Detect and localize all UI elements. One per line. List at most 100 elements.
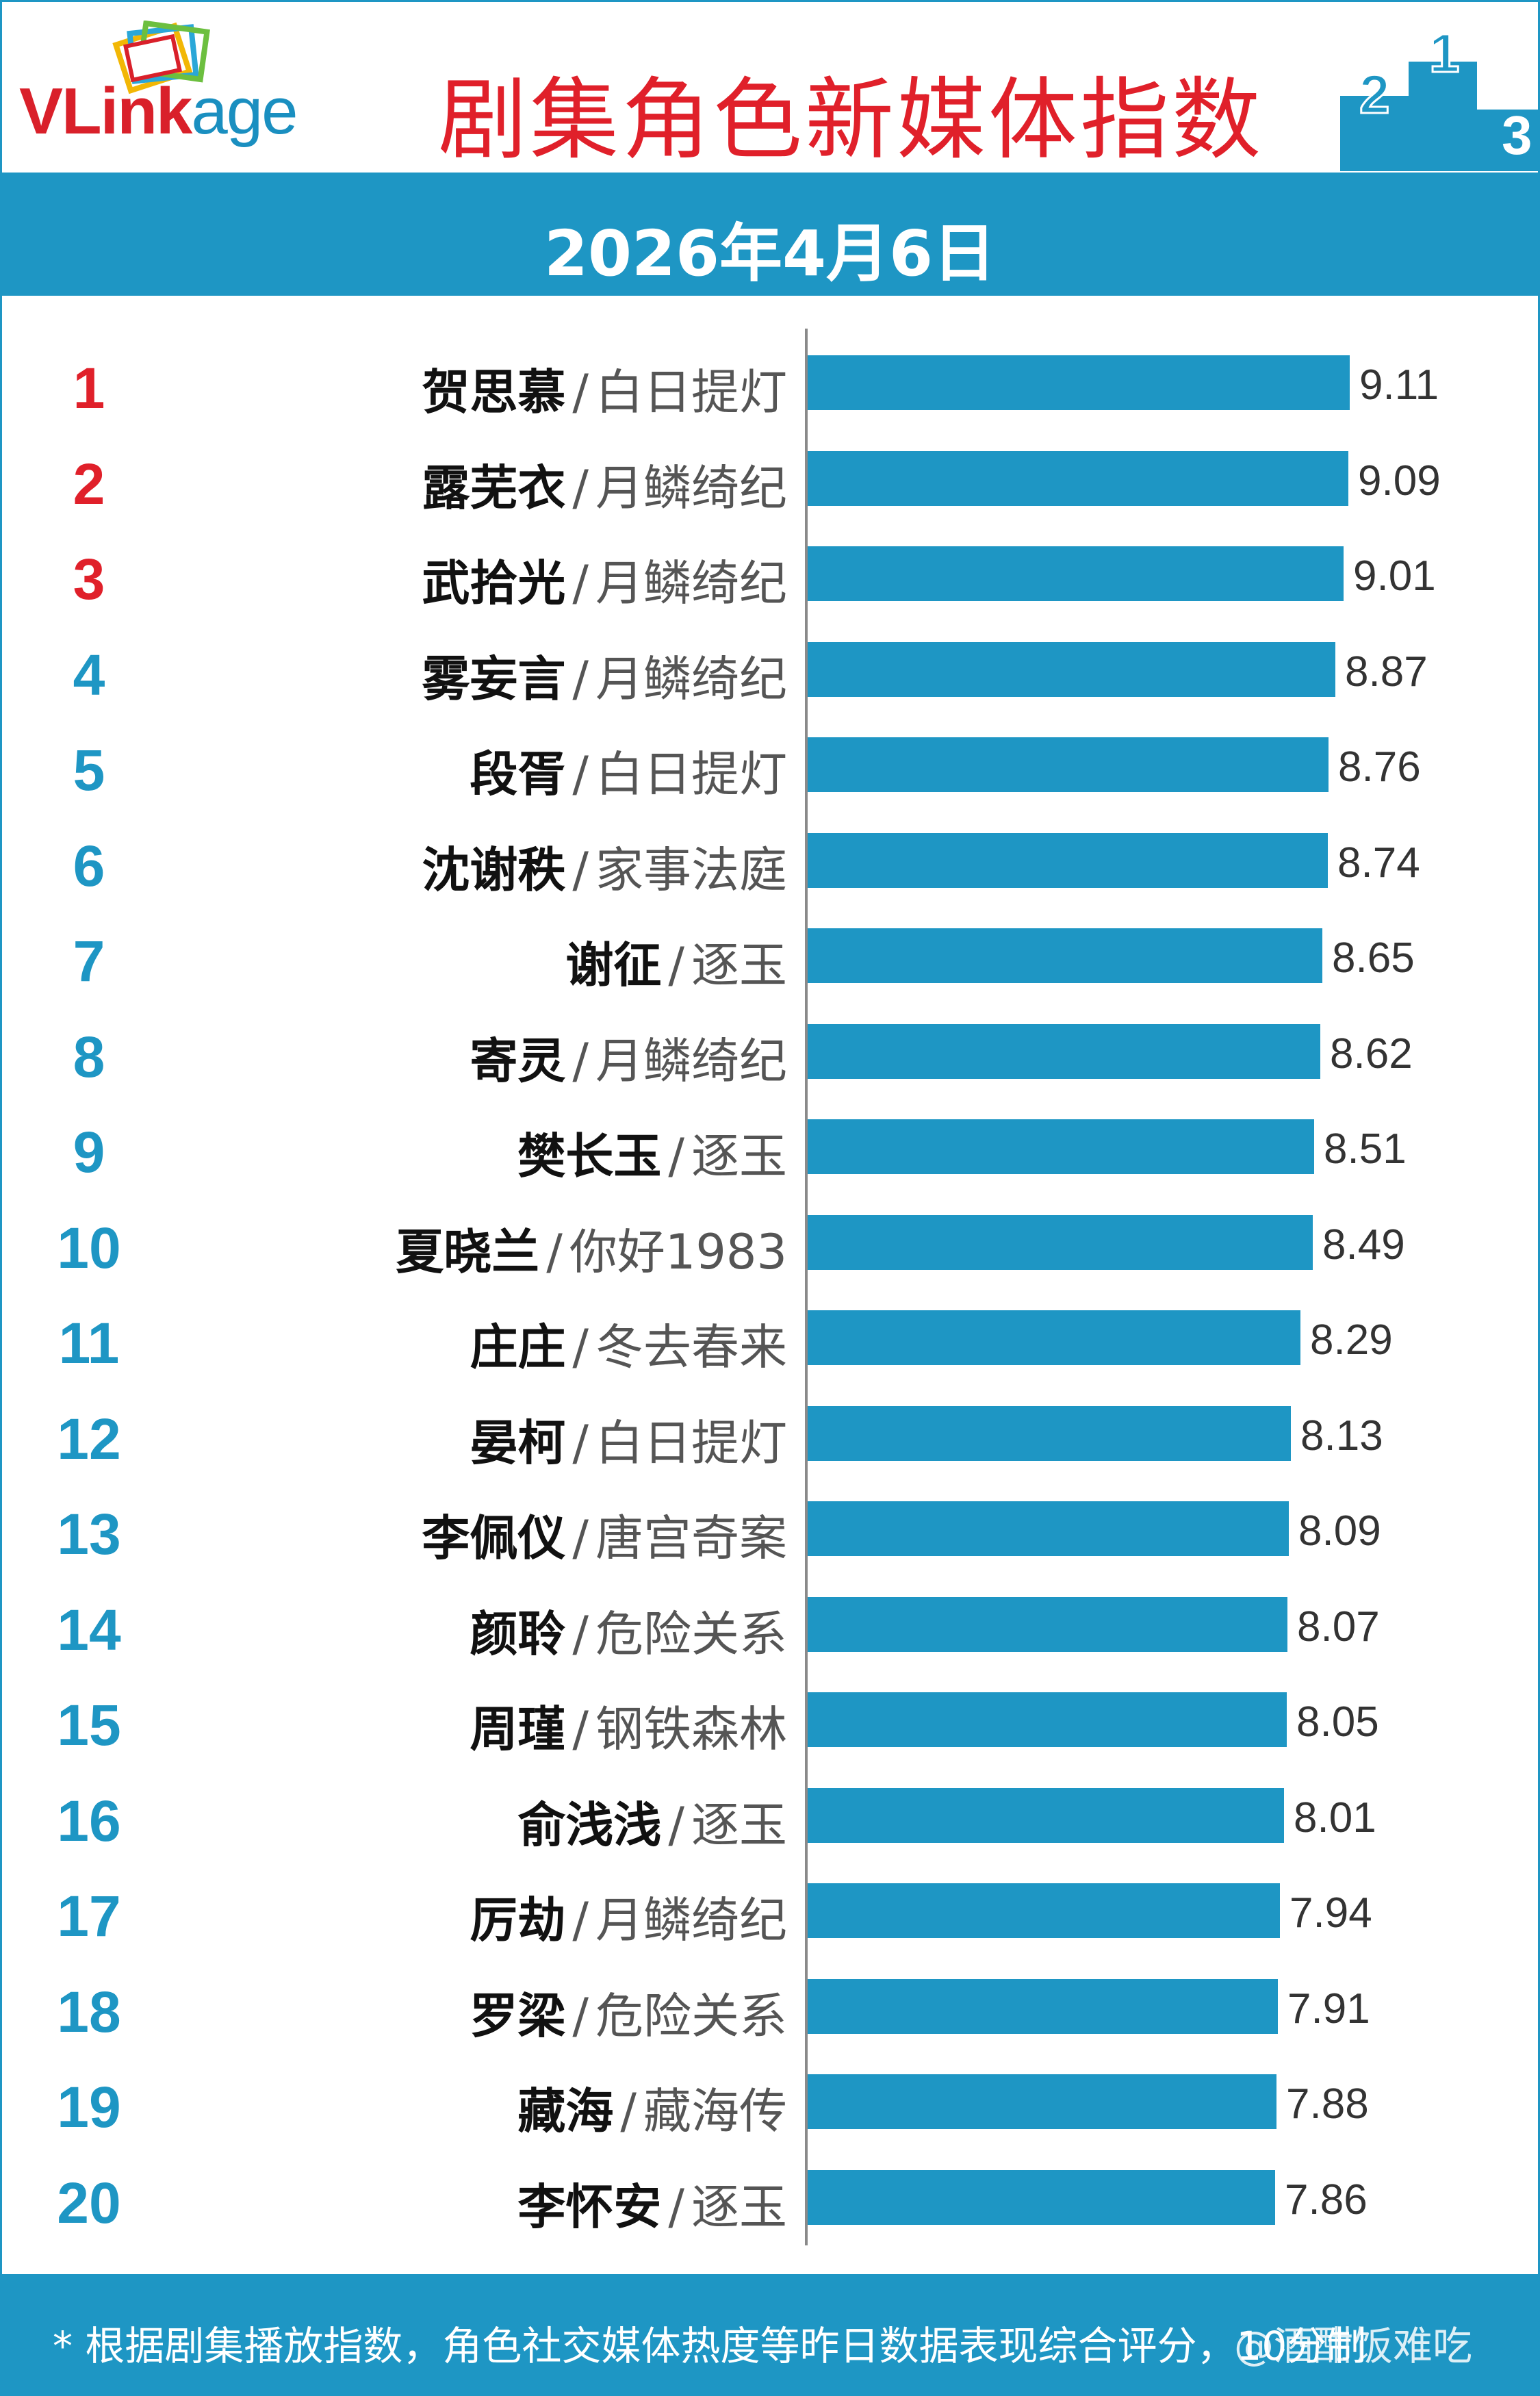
show-name: 月鳞绮纪 <box>595 1892 787 1948</box>
show-name: 月鳞绮纪 <box>595 650 787 707</box>
chart-bar <box>808 355 1350 410</box>
rank-number: 5 <box>73 738 105 802</box>
chart-row: 13 李佩仪 / 唐宫奇案 8.09 <box>0 1492 1540 1566</box>
chart-row: 2 露芜衣 / 月鳞绮纪 9.09 <box>0 442 1540 516</box>
chart-bar <box>808 1023 1320 1079</box>
row-label: 武拾光 / 月鳞绮纪 <box>422 545 787 614</box>
chart-bar <box>808 1310 1300 1365</box>
character-name: 贺思慕 <box>422 364 566 420</box>
date-label: 2026年4月6日 <box>543 217 997 290</box>
chart-bar <box>808 2169 1275 2225</box>
label-separator: / <box>668 1128 684 1184</box>
chart-bar <box>808 1978 1278 2034</box>
character-name: 李佩仪 <box>422 1510 566 1566</box>
label-separator: / <box>572 1319 589 1375</box>
rank-number: 14 <box>57 1597 121 1662</box>
character-name: 露芜衣 <box>422 459 566 516</box>
show-name: 月鳞绮纪 <box>595 555 787 611</box>
chart-row: 7 谢征 / 逐玉 8.65 <box>0 919 1540 993</box>
show-name: 钢铁森林 <box>595 1701 787 1757</box>
logo-part-1: VL <box>19 75 102 148</box>
logo-frames-icon <box>112 21 210 94</box>
bar-value-label: 8.87 <box>1345 648 1428 696</box>
rank-number: 4 <box>73 642 105 707</box>
character-name: 武拾光 <box>422 555 566 611</box>
bar-value-label: 8.74 <box>1337 839 1420 887</box>
show-name: 白日提灯 <box>595 364 787 420</box>
rank-number: 12 <box>57 1406 121 1471</box>
chart-row: 14 颜聆 / 危险关系 8.07 <box>0 1588 1540 1662</box>
character-name: 庄庄 <box>470 1319 566 1375</box>
chart-bar <box>808 1501 1289 1556</box>
bar-value-label: 9.11 <box>1359 361 1439 409</box>
show-name: 逐玉 <box>691 1128 787 1184</box>
row-label: 厉劫 / 月鳞绮纪 <box>470 1882 787 1951</box>
chart-row: 4 雾妄言 / 月鳞绮纪 8.87 <box>0 633 1540 707</box>
bar-value-label: 9.01 <box>1353 552 1436 600</box>
label-separator: / <box>572 841 589 898</box>
character-name: 寄灵 <box>470 1032 566 1089</box>
rank-number: 2 <box>73 451 105 516</box>
logo-part-3: age <box>191 75 298 148</box>
label-separator: / <box>668 937 684 993</box>
chart-bar <box>808 1119 1314 1174</box>
row-label: 谢征 / 逐玉 <box>565 927 787 996</box>
footnote: * 根据剧集播放指数，角色社交媒体热度等昨日数据表现综合评分，10分制 <box>53 2323 1367 2369</box>
bar-value-label: 8.29 <box>1310 1316 1393 1364</box>
chart-row: 5 段胥 / 白日提灯 8.76 <box>0 728 1540 802</box>
chart-row: 17 厉劫 / 月鳞绮纪 7.94 <box>0 1874 1540 1948</box>
chart-axis-line <box>805 329 808 2245</box>
show-name: 家事法庭 <box>595 841 787 898</box>
label-separator: / <box>572 1510 589 1566</box>
rank-number: 17 <box>57 1884 121 1948</box>
show-name: 藏海传 <box>643 2083 787 2139</box>
chart-row: 11 庄庄 / 冬去春来 8.29 <box>0 1301 1540 1375</box>
row-label: 露芜衣 / 月鳞绮纪 <box>422 450 787 519</box>
show-name: 唐宫奇案 <box>595 1510 787 1566</box>
chart-bar <box>808 1214 1313 1270</box>
bar-value-label: 8.76 <box>1338 743 1421 791</box>
chart-bar <box>808 2074 1276 2129</box>
bar-value-label: 8.05 <box>1296 1698 1379 1746</box>
bar-value-label: 7.94 <box>1289 1889 1372 1937</box>
row-label: 夏晓兰 / 你好1983 <box>396 1214 787 1283</box>
row-label: 寄灵 / 月鳞绮纪 <box>470 1023 787 1092</box>
row-label: 樊长玉 / 逐玉 <box>517 1118 787 1187</box>
label-separator: / <box>620 2083 637 2139</box>
chart-bar <box>808 832 1328 888</box>
character-name: 夏晓兰 <box>396 1223 540 1280</box>
row-label: 俞浅浅 / 逐玉 <box>517 1787 787 1856</box>
chart-bar <box>808 1787 1284 1843</box>
bar-value-label: 8.62 <box>1330 1030 1413 1078</box>
character-name: 罗梁 <box>470 1987 566 2044</box>
label-separator: / <box>572 1414 589 1471</box>
show-name: 逐玉 <box>691 1796 787 1853</box>
rank-number: 18 <box>57 1979 121 2044</box>
chart-row: 20 李怀安 / 逐玉 7.86 <box>0 2161 1540 2235</box>
label-separator: / <box>572 746 589 802</box>
chart-bar <box>808 928 1322 983</box>
chart-bar <box>808 1405 1291 1461</box>
character-name: 俞浅浅 <box>517 1796 662 1853</box>
bar-value-label: 8.65 <box>1332 934 1415 982</box>
chart-row: 8 寄灵 / 月鳞绮纪 8.62 <box>0 1015 1540 1089</box>
chart-row: 1 贺思慕 / 白日提灯 9.11 <box>0 346 1540 420</box>
character-name: 晏柯 <box>470 1414 566 1471</box>
chart-bar <box>808 546 1344 601</box>
chart-row: 3 武拾光 / 月鳞绮纪 9.01 <box>0 537 1540 611</box>
label-separator: / <box>668 2178 684 2235</box>
podium-digit-2: 2 <box>1359 64 1390 125</box>
rank-number: 1 <box>73 356 105 420</box>
character-name: 段胥 <box>470 746 566 802</box>
show-name: 冬去春来 <box>595 1319 787 1375</box>
character-name: 周瑾 <box>470 1701 566 1757</box>
bar-value-label: 8.09 <box>1298 1507 1381 1555</box>
page-title: 剧集角色新媒体指数 <box>438 68 1264 172</box>
show-name: 你好1983 <box>569 1223 787 1280</box>
row-label: 晏柯 / 白日提灯 <box>470 1405 787 1474</box>
show-name: 白日提灯 <box>595 1414 787 1471</box>
row-label: 李佩仪 / 唐宫奇案 <box>422 1500 787 1569</box>
show-name: 逐玉 <box>691 937 787 993</box>
row-label: 雾妄言 / 月鳞绮纪 <box>422 641 787 710</box>
row-label: 贺思慕 / 白日提灯 <box>422 354 787 423</box>
